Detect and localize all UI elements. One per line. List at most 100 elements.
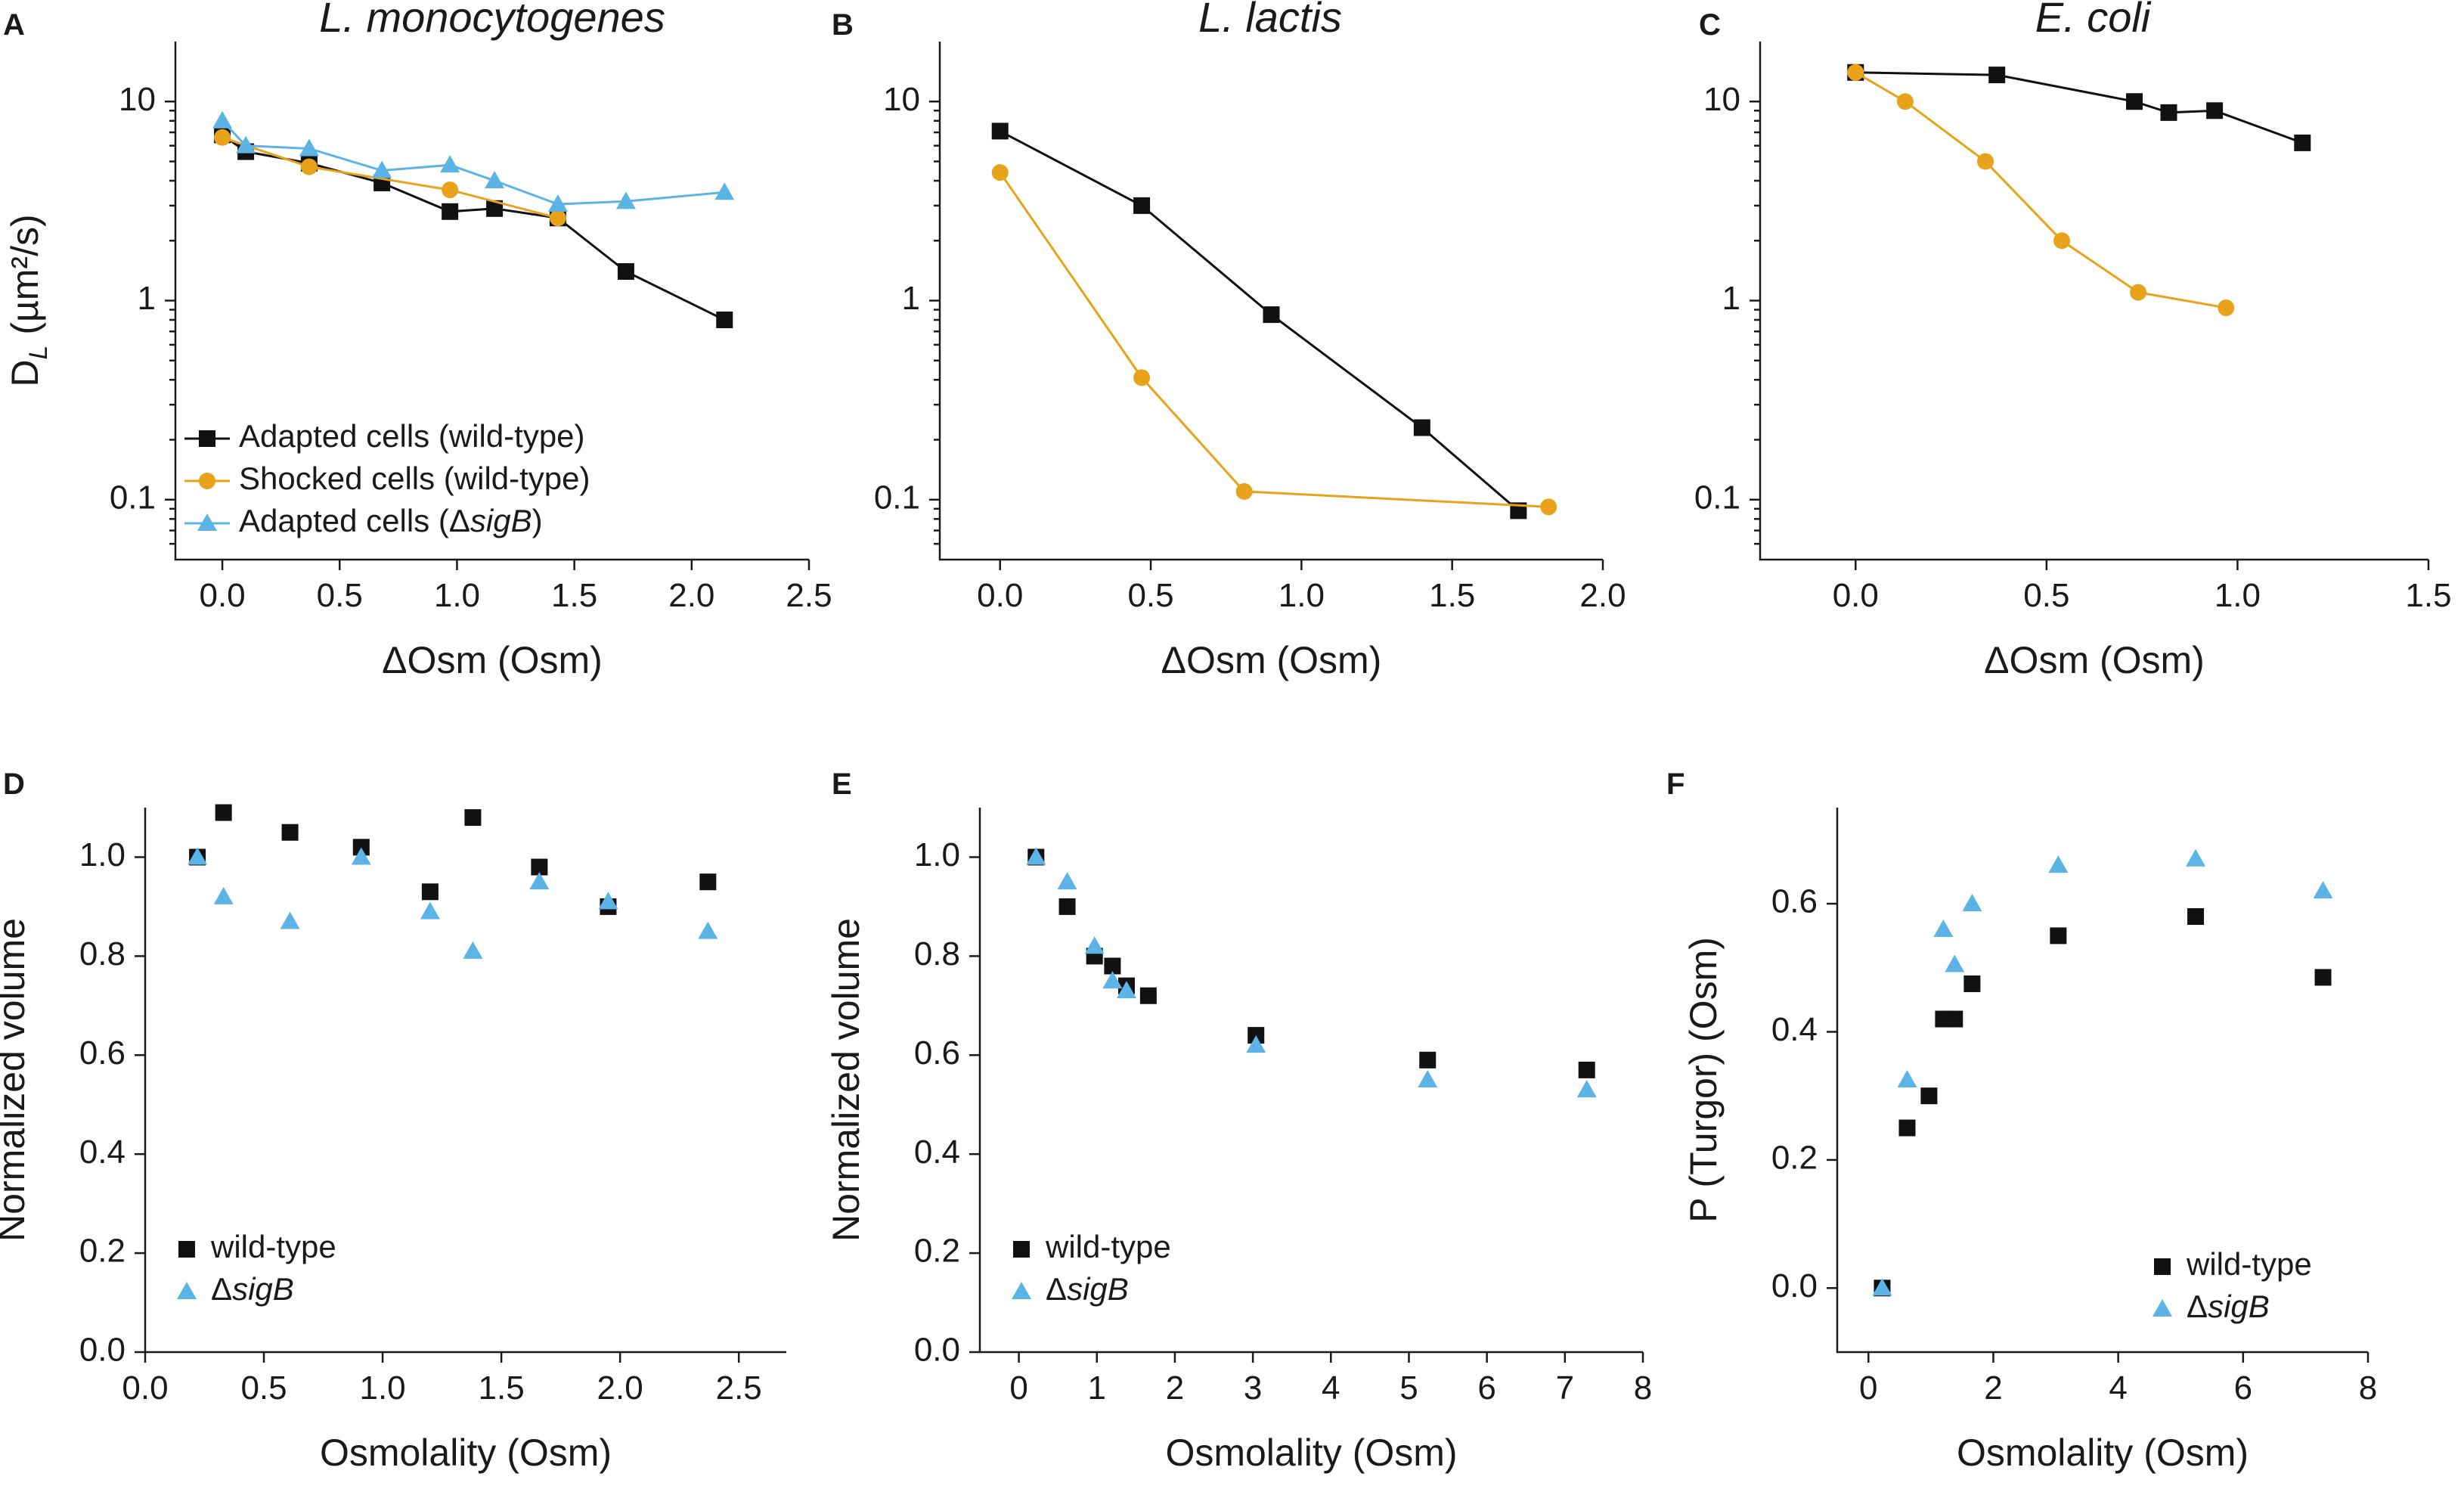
x-tick-label: 1.0 — [434, 577, 480, 614]
legend-label-part: wild-type — [210, 1229, 336, 1264]
x-tick-label: 1.5 — [551, 577, 597, 614]
data-point — [1946, 1010, 1963, 1028]
data-point — [2294, 134, 2311, 151]
legend-label: wild-type — [210, 1229, 336, 1264]
x-tick-label: 8 — [2359, 1369, 2377, 1407]
data-point — [280, 911, 300, 929]
data-point — [188, 847, 208, 865]
x-tick-label: 1.0 — [1278, 577, 1325, 614]
data-point — [547, 194, 568, 212]
data-point — [698, 921, 718, 939]
y-axis-label-main: D — [4, 360, 46, 387]
x-tick-label: 0 — [1009, 1369, 1027, 1407]
data-point — [486, 200, 504, 217]
x-tick-label: 0.0 — [122, 1369, 168, 1407]
y-tick-label: 1 — [138, 280, 156, 317]
x-tick-label: 4 — [1322, 1369, 1340, 1407]
y-tick-label: 0.6 — [1771, 883, 1818, 920]
x-tick-label: 3 — [1244, 1369, 1262, 1407]
x-tick-label: 6 — [2234, 1369, 2252, 1407]
y-tick-label: 10 — [1703, 81, 1740, 118]
y-tick-label: 10 — [883, 81, 920, 118]
data-point — [1540, 498, 1557, 516]
y-tick-label: 0.0 — [79, 1332, 126, 1369]
data-point — [281, 824, 299, 841]
legend-label-part: sigB — [470, 503, 532, 538]
legend-marker — [197, 513, 217, 531]
y-tick-label: 0.6 — [79, 1034, 126, 1072]
panel-letter: B — [832, 8, 854, 42]
panel-e: E 0 1 2 3 4 5 6 7 8 0.0 0.2 0.4 0.6 0.8 1.0 Osmolality (… — [825, 768, 1652, 1474]
x-axis-label: ΔOsm (Osm) — [382, 639, 603, 681]
panel-a: A L. monocytogenes 0.0 0.5 1.0 1.5 2.0 2.5 0.1 1 1… — [3, 0, 832, 681]
data-point — [299, 138, 319, 157]
legend-marker — [177, 1282, 197, 1299]
legend-label-part: Shocked cells (wild-type) — [239, 461, 590, 496]
legend-label-part: sigB — [1067, 1271, 1129, 1307]
data-point — [214, 129, 231, 146]
data-point — [1418, 1070, 1438, 1087]
data-point — [1963, 975, 1981, 992]
legend: Adapted cells (wild-type) Shocked cells (… — [184, 418, 590, 538]
y-axis-label-unit: (µm²/s) — [4, 214, 46, 345]
data-point — [236, 135, 256, 154]
x-tick-label: 0.5 — [1127, 577, 1173, 614]
series-1 — [1847, 64, 2235, 317]
y-tick-label: 0.0 — [1771, 1267, 1818, 1304]
series-1 — [1026, 847, 1597, 1098]
data-point — [1413, 419, 1430, 436]
x-tick-label: 0.0 — [199, 577, 245, 614]
legend-label: ΔsigB — [211, 1271, 294, 1307]
y-tick-label: 0.2 — [79, 1233, 126, 1270]
legend-marker — [178, 1241, 195, 1258]
panel-letter: A — [3, 8, 25, 42]
y-axis-label: Normalized volume — [0, 918, 33, 1242]
legend-marker — [1013, 1241, 1030, 1258]
legend-label-part: Adapted cells (wild-type) — [239, 418, 585, 454]
data-point — [991, 123, 1009, 140]
data-point — [1872, 1278, 1892, 1296]
series-1 — [991, 164, 1557, 516]
data-point — [615, 191, 636, 209]
data-point — [1235, 482, 1253, 500]
data-point — [464, 809, 482, 827]
series-1 — [214, 129, 566, 227]
data-point — [1920, 1087, 1938, 1105]
x-tick-label: 6 — [1477, 1369, 1495, 1407]
data-point — [991, 164, 1009, 181]
data-point — [1247, 1027, 1265, 1044]
legend-label: Adapted cells (wild-type) — [239, 418, 585, 454]
data-point — [1084, 936, 1105, 954]
y-tick-label: 1.0 — [79, 836, 126, 873]
series-1 — [188, 847, 718, 959]
legend-label: ΔsigB — [1046, 1271, 1129, 1307]
legend-marker — [2154, 1258, 2171, 1275]
y-axis-label: Normalized volume — [825, 918, 867, 1242]
legend-label: wild-type — [2186, 1246, 2312, 1282]
legend-label-part: sigB — [2208, 1289, 2270, 1324]
y-tick-label: 0.0 — [914, 1332, 960, 1369]
data-point — [1133, 197, 1151, 214]
series-1 — [1872, 848, 2333, 1296]
data-point — [1847, 64, 1864, 81]
data-point — [372, 160, 392, 178]
data-point — [1058, 898, 1076, 915]
data-point — [1116, 981, 1136, 999]
legend-label-part: wild-type — [1045, 1229, 1171, 1264]
data-point — [699, 873, 717, 891]
data-point — [716, 312, 733, 329]
data-point — [1945, 954, 1965, 972]
series-line — [222, 136, 559, 219]
legend-label-part: ) — [532, 503, 543, 538]
panel-d: D 0.0 0.5 1.0 1.5 2.0 2.5 0.0 0.2 0.4 0.6 0.8 1.0 Osm… — [0, 768, 786, 1474]
legend: wild-type ΔsigB — [2153, 1246, 2312, 1324]
data-point — [421, 883, 439, 901]
series-line — [1855, 71, 2303, 144]
data-point — [549, 209, 566, 227]
data-point — [440, 155, 460, 173]
legend-marker — [2153, 1299, 2172, 1317]
legend-marker — [1012, 1282, 1031, 1299]
x-axis-label: ΔOsm (Osm) — [1161, 639, 1382, 681]
data-point — [1104, 957, 1121, 975]
y-axis-label: DL (µm²/s) — [4, 214, 53, 386]
